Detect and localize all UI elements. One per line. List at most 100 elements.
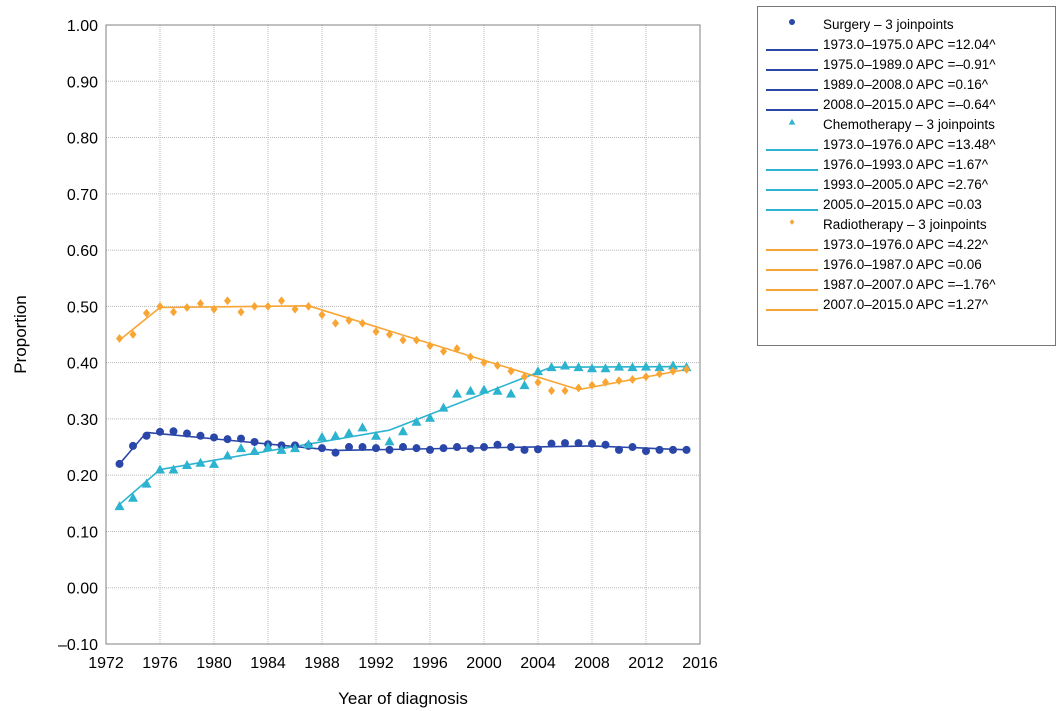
surgery-data-point [345,443,353,452]
legend-trend-entry: 1976.0–1987.0 APC =0.06 [758,256,1053,274]
y-tick-label: 0.80 [67,131,98,148]
legend-series-entry: Radiotherapy – 3 joinpoints [758,216,1053,234]
plot-area [105,24,701,645]
radiotherapy-data-point [318,310,326,320]
surgery-data-point [318,444,326,453]
legend-label: 1976.0–1987.0 APC =0.06 [823,257,982,272]
radiotherapy-data-point [682,364,691,374]
surgery-data-point [588,439,596,448]
legend-series-entry: Chemotherapy – 3 joinpoints [758,116,1053,134]
legend-trend-entry: 1989.0–2008.0 APC =0.16^ [758,76,1053,94]
legend-label: 2008.0–2015.0 APC =–0.64^ [823,97,996,112]
surgery-data-point [669,445,677,454]
radiotherapy-data-point [412,335,421,345]
legend-trend-entry: 1976.0–1993.0 APC =1.67^ [758,156,1053,174]
chemotherapy-data-point [330,430,341,440]
radiotherapy-data-point [210,304,218,314]
legend-label: 1987.0–2007.0 APC =–1.76^ [823,277,996,292]
chemotherapy-data-point [452,388,462,398]
surgery-data-point [372,444,380,453]
legend-label: 1976.0–1993.0 APC =1.67^ [823,157,989,172]
y-tick-label: 0.40 [67,356,98,373]
legend-line-icon [766,309,818,311]
y-tick-label: –0.10 [58,637,98,654]
radiotherapy-data-point [574,383,583,393]
radiotherapy-data-point [358,318,367,328]
legend-trend-entry: 2008.0–2015.0 APC =–0.64^ [758,96,1053,114]
surgery-data-point [493,440,502,449]
surgery-data-point [399,443,407,452]
chemotherapy-data-point [195,457,206,467]
y-tick-label: 0.00 [67,581,98,598]
chemotherapy-data-point [168,464,179,474]
x-tick-label: 2000 [466,655,502,672]
legend-label: 1973.0–1976.0 APC =13.48^ [823,137,996,152]
chemotherapy-data-point [425,412,435,422]
radiotherapy-data-point [129,330,137,339]
chemotherapy-data-point [641,361,651,371]
legend-label: 2005.0–2015.0 APC =0.03 [823,197,982,212]
legend-label: 2007.0–2015.0 APC =1.27^ [823,297,989,312]
chemotherapy-data-point [141,478,152,488]
radiotherapy-data-point [304,301,313,311]
radiotherapy-data-point [331,318,340,328]
x-tick-label: 2004 [520,655,556,672]
surgery-data-point [412,444,421,453]
x-axis-label: Year of diagnosis [338,689,468,708]
radiotherapy-data-point [183,303,191,312]
radiotherapy-data-point [250,301,259,311]
surgery-data-point [331,448,340,457]
x-tick-label: 1972 [88,655,124,672]
chemotherapy-data-point [276,444,287,454]
chemotherapy-data-point [654,362,665,372]
surgery-data-point [561,439,569,448]
legend-line-icon [766,169,818,171]
chemotherapy-data-point [384,436,395,446]
surgery-data-point [547,439,556,448]
chemotherapy-data-point [519,380,530,390]
legend-label: Surgery – 3 joinpoints [823,17,954,32]
x-tick-label: 1980 [196,655,232,672]
radiotherapy-data-point [628,375,637,384]
x-tick-label: 2016 [682,655,718,672]
surgery-data-point [466,444,475,453]
chemotherapy-data-point [560,360,570,370]
legend: Surgery – 3 joinpoints 1973.0–1975.0 APC … [757,6,1056,346]
x-tick-label: 1992 [358,655,394,672]
chemotherapy-data-point [614,361,624,371]
chemotherapy-data-point [249,445,260,455]
legend-label: Radiotherapy – 3 joinpoints [823,217,987,232]
y-axis-label: Proportion [11,295,30,373]
legend-trend-entry: 1987.0–2007.0 APC =–1.76^ [758,276,1053,294]
surgery-data-point [115,459,124,468]
radiotherapy-data-point [426,341,434,351]
legend-trend-entry: 2005.0–2015.0 APC =0.03 [758,196,1053,214]
surgery-data-point [453,443,461,452]
radiotherapy-data-point [115,334,124,343]
radiotherapy-data-point [345,316,353,325]
legend-label: 1975.0–1989.0 APC =–0.91^ [823,57,996,72]
legend-line-icon [766,209,818,211]
legend-trend-entry: 2007.0–2015.0 APC =1.27^ [758,296,1053,314]
chemotherapy-data-point [411,416,422,426]
legend-label: 1989.0–2008.0 APC =0.16^ [823,77,989,92]
radiotherapy-data-point [156,301,164,311]
legend-marker [789,219,795,225]
legend-line-icon [766,49,818,51]
radiotherapy-data-point [169,307,178,317]
legend-marker [788,118,796,125]
chemotherapy-data-point [479,384,489,394]
surgery-data-point [426,445,434,454]
chemotherapy-data-point [668,360,678,370]
chemotherapy-data-point [492,385,503,395]
radiotherapy-data-point [547,386,556,396]
chemotherapy-trend-segment [118,468,161,506]
x-tick-label: 1988 [304,655,340,672]
surgery-data-point [129,441,137,450]
radiotherapy-data-point [277,296,286,306]
legend-label: 1993.0–2005.0 APC =2.76^ [823,177,989,192]
x-tick-label: 1996 [412,655,448,672]
surgery-data-point [223,435,232,444]
surgery-data-point [385,445,394,454]
